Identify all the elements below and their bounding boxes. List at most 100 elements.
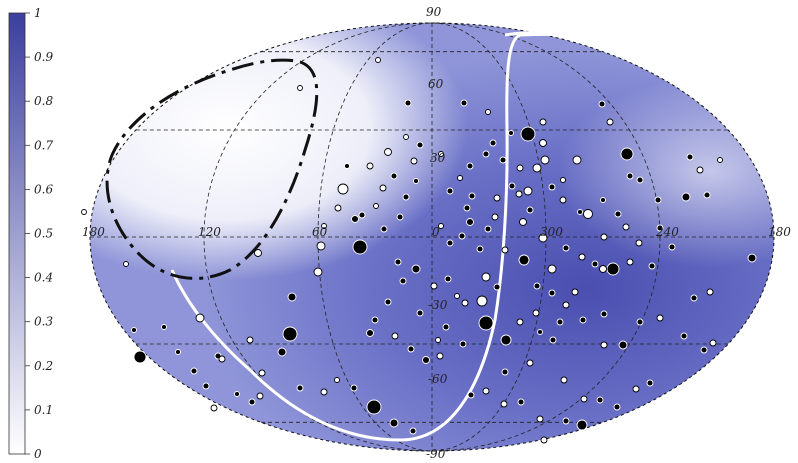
- source-marker-open: [538, 233, 548, 243]
- source-marker-open: [526, 359, 534, 367]
- source-marker-filled: [394, 258, 402, 266]
- source-marker-filled: [234, 391, 240, 397]
- source-marker-filled: [656, 224, 664, 232]
- lon-label-180-left: 180: [82, 225, 105, 239]
- source-marker-filled: [700, 346, 708, 354]
- source-marker-filled: [613, 403, 621, 411]
- source-marker-open: [457, 175, 463, 181]
- source-marker-open: [254, 249, 262, 257]
- source-marker-open: [297, 85, 303, 91]
- source-marker-filled: [681, 192, 691, 202]
- source-marker-filled: [413, 178, 419, 184]
- source-marker-open: [706, 288, 714, 296]
- source-marker-filled: [404, 99, 412, 107]
- source-marker-filled: [444, 275, 452, 283]
- source-marker-open: [481, 272, 491, 282]
- source-marker-filled: [533, 282, 541, 290]
- source-marker-open: [547, 264, 557, 274]
- source-marker-filled: [466, 218, 474, 226]
- source-marker-filled: [390, 172, 398, 180]
- source-marker-open: [632, 385, 640, 393]
- source-marker-open: [337, 183, 349, 195]
- source-marker-filled: [508, 130, 514, 136]
- source-marker-open: [578, 253, 586, 261]
- source-marker-open: [491, 213, 499, 221]
- colorbar-tick-label: 0.6: [34, 182, 53, 196]
- colorbar-tick-label: 0.3: [34, 315, 53, 329]
- colorbar-tick-label: 0.5: [34, 227, 53, 241]
- source-marker-filled: [175, 349, 181, 355]
- source-marker-filled: [618, 340, 628, 350]
- source-marker-open: [321, 223, 327, 229]
- source-marker-open: [410, 157, 418, 165]
- source-marker-open: [391, 332, 399, 340]
- source-marker-filled: [686, 153, 694, 161]
- source-marker-filled: [446, 187, 454, 195]
- source-marker-filled: [409, 427, 417, 435]
- black-dashed-contour: [105, 58, 319, 280]
- source-marker-open: [454, 293, 460, 299]
- source-marker-open: [218, 355, 226, 363]
- source-marker-open: [622, 223, 630, 231]
- source-marker-filled: [287, 292, 297, 302]
- source-marker-open: [536, 415, 544, 423]
- source-marker-open: [334, 377, 340, 383]
- source-marker-filled: [562, 244, 570, 252]
- source-marker-open: [500, 400, 508, 408]
- source-marker-filled: [549, 336, 557, 344]
- source-marker-open: [523, 186, 533, 196]
- lon-label-120: 120: [198, 225, 221, 239]
- source-marker-filled: [493, 283, 501, 291]
- source-marker-open: [539, 139, 547, 147]
- source-marker-open: [519, 218, 527, 226]
- source-marker-open: [580, 395, 588, 403]
- colorbar-tick-label: 0.1: [34, 403, 53, 417]
- source-marker-filled: [351, 215, 359, 223]
- colorbar-tick-label: 0.9: [34, 50, 53, 64]
- source-marker-filled: [396, 213, 404, 221]
- source-marker-filled: [562, 417, 570, 425]
- source-marker-filled: [484, 225, 492, 233]
- source-marker-filled: [133, 350, 147, 364]
- source-marker-filled: [446, 239, 454, 247]
- source-marker-filled: [466, 162, 474, 170]
- source-marker-filled: [476, 245, 484, 253]
- source-marker-filled: [416, 141, 424, 149]
- white-contour-top: [229, 20, 331, 42]
- source-marker-open: [696, 166, 704, 174]
- source-marker-open: [600, 341, 608, 349]
- source-marker-filled: [459, 340, 467, 348]
- source-marker-filled: [458, 232, 466, 240]
- source-marker-filled: [591, 260, 599, 268]
- source-marker-filled: [190, 367, 198, 375]
- source-marker-open: [366, 162, 374, 170]
- source-marker-filled: [402, 193, 410, 201]
- source-marker-open: [501, 246, 509, 254]
- lon-label-60: 60: [312, 225, 328, 239]
- source-marker-filled: [501, 368, 509, 376]
- source-marker-open: [571, 288, 579, 296]
- source-marker-filled: [460, 99, 468, 107]
- source-marker-open: [384, 148, 392, 156]
- source-marker-open: [246, 336, 254, 344]
- source-marker-filled: [576, 419, 588, 431]
- source-marker-open: [81, 209, 87, 215]
- source-marker-open: [572, 155, 582, 165]
- source-marker-open: [485, 109, 491, 115]
- source-marker-filled: [350, 384, 358, 392]
- source-marker-filled: [537, 329, 543, 335]
- lon-label-300: 300: [540, 225, 563, 239]
- source-marker-open: [583, 209, 593, 219]
- source-marker-open: [560, 177, 566, 183]
- source-marker-open: [656, 314, 664, 322]
- source-marker-filled: [366, 399, 382, 415]
- lat-label-30: 30: [430, 151, 446, 165]
- source-marker-filled: [614, 210, 622, 218]
- colorbar-gradient: [8, 12, 26, 455]
- source-marker-filled: [600, 197, 606, 203]
- colorbar-tick-label: 0.7: [34, 138, 53, 152]
- source-marker-filled: [499, 156, 507, 164]
- source-marker-filled: [520, 126, 536, 142]
- lat-label-0: 0: [432, 225, 440, 239]
